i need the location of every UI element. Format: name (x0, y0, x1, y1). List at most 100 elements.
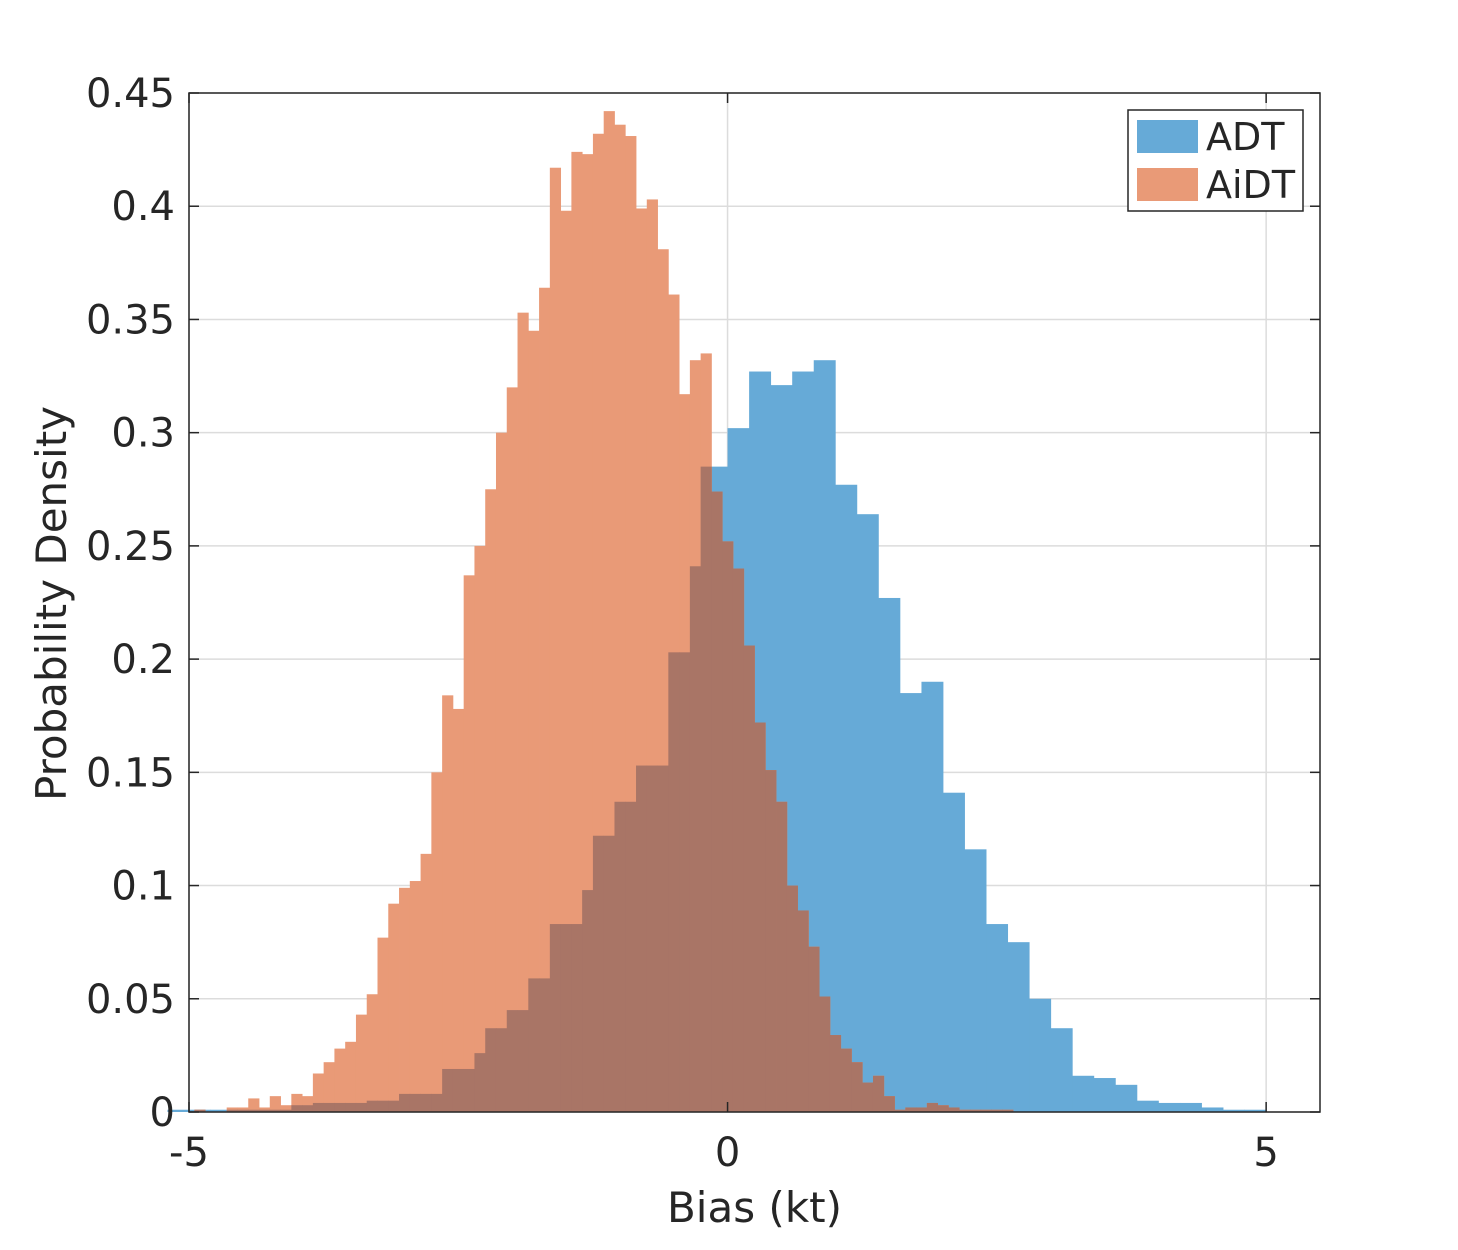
bar-aidt (399, 887, 411, 1112)
bar-adt (856, 514, 879, 1112)
y-tick-label: 0.15 (86, 750, 175, 796)
bar-overlap (646, 765, 658, 1112)
bar-overlap (840, 1048, 852, 1112)
bar-adt (878, 597, 901, 1112)
bar-overlap (323, 1102, 335, 1112)
bar-adt (210, 1109, 233, 1112)
bar-adt (1115, 1084, 1138, 1112)
bar-adt (1179, 1102, 1202, 1112)
bar-overlap (528, 978, 540, 1112)
bar-overlap (991, 1109, 1003, 1112)
bar-aidt (345, 1041, 357, 1112)
bar-adt (943, 792, 965, 1112)
bar-aidt (485, 489, 497, 1112)
axis-ticks (188, 92, 1320, 1113)
bar-aidt (463, 575, 475, 1112)
y-tick-label: 0.4 (111, 184, 175, 230)
bar-overlap (280, 1109, 292, 1112)
bar-overlap (226, 1109, 238, 1112)
legend-swatch-aidt (1137, 168, 1198, 201)
bar-overlap (969, 1109, 982, 1112)
x-tick-label: 0 (715, 1130, 740, 1176)
bar-aidt (452, 708, 465, 1112)
bar-overlap (409, 1093, 421, 1112)
bar-overlap (948, 1107, 960, 1112)
bar-aidt (495, 432, 508, 1113)
bar-overlap (668, 652, 680, 1112)
y-tick-label: 0.1 (111, 864, 175, 910)
bar-overlap (549, 924, 562, 1112)
bar-overlap (711, 491, 723, 1112)
bar-aidt (517, 312, 529, 1112)
bar-adt (835, 484, 858, 1112)
bar-overlap (463, 1068, 475, 1112)
bar-overlap (345, 1102, 357, 1112)
bar-aidt (248, 1098, 260, 1112)
bar-overlap (937, 1105, 949, 1112)
bar-adt (986, 924, 1009, 1112)
bar-overlap (679, 652, 691, 1112)
bar-overlap (485, 1028, 497, 1112)
bar-overlap (765, 770, 777, 1112)
bar-overlap (291, 1105, 303, 1112)
y-tick-label: 0 (150, 1090, 175, 1136)
x-tick-label: -5 (169, 1130, 209, 1176)
bar-aidt (625, 136, 637, 1113)
bar-overlap (302, 1105, 314, 1112)
bar-overlap (625, 801, 637, 1112)
bar-overlap (259, 1109, 271, 1112)
bar-overlap (506, 1010, 518, 1112)
bar-aidt (474, 545, 486, 1112)
bar-overlap (980, 1109, 992, 1112)
bar-aidt (269, 1096, 281, 1112)
bar-adt (1158, 1102, 1181, 1112)
bar-aidt (280, 1105, 292, 1112)
axes-frame (188, 92, 1321, 1113)
bar-aidt (560, 210, 572, 1113)
bar-overlap (334, 1102, 346, 1112)
bar-aidt (291, 1093, 303, 1112)
bar-overlap (851, 1062, 863, 1112)
bar-overlap (636, 765, 648, 1112)
bar-overlap (248, 1109, 260, 1112)
legend-swatch-adt (1137, 120, 1198, 153)
bar-overlap (905, 1107, 917, 1112)
bar-adt (1244, 1109, 1267, 1112)
bar-overlap (582, 890, 594, 1112)
bar-adt (1050, 1028, 1073, 1112)
bar-overlap (872, 1075, 885, 1112)
bar-overlap (722, 541, 734, 1112)
bar-adt (899, 693, 922, 1112)
x-tick-label: 5 (1253, 1130, 1278, 1176)
bar-overlap (399, 1093, 411, 1112)
bar-overlap (366, 1100, 378, 1112)
bar-overlap (388, 1100, 400, 1112)
bar-overlap (571, 924, 583, 1112)
bar-overlap (312, 1102, 325, 1112)
bar-aidt (539, 287, 551, 1113)
bar-aidt (646, 199, 658, 1112)
bar-overlap (377, 1100, 389, 1112)
bar-overlap (420, 1093, 432, 1112)
bar-overlap (808, 946, 820, 1112)
bar-adt (813, 360, 836, 1112)
bar-overlap (517, 1010, 529, 1112)
bar-overlap (700, 466, 712, 1113)
legend: ADT AiDT (1127, 109, 1304, 212)
bar-aidt (571, 151, 583, 1112)
bar-adt (1007, 942, 1030, 1112)
bar-aidt (528, 330, 540, 1112)
bar-overlap (894, 1109, 906, 1112)
bar-overlap (732, 568, 745, 1112)
bar-overlap (592, 835, 605, 1112)
bar-adt (1072, 1075, 1095, 1112)
bar-adt (1136, 1100, 1159, 1112)
bar-overlap (916, 1107, 928, 1112)
bar-aidt (420, 853, 432, 1112)
bar-aidt (323, 1062, 335, 1112)
bar-overlap (269, 1109, 281, 1112)
bar-adt (1093, 1078, 1116, 1112)
bar-aidt (592, 133, 605, 1112)
bar-aidt (506, 387, 518, 1112)
bar-overlap (474, 1053, 486, 1112)
